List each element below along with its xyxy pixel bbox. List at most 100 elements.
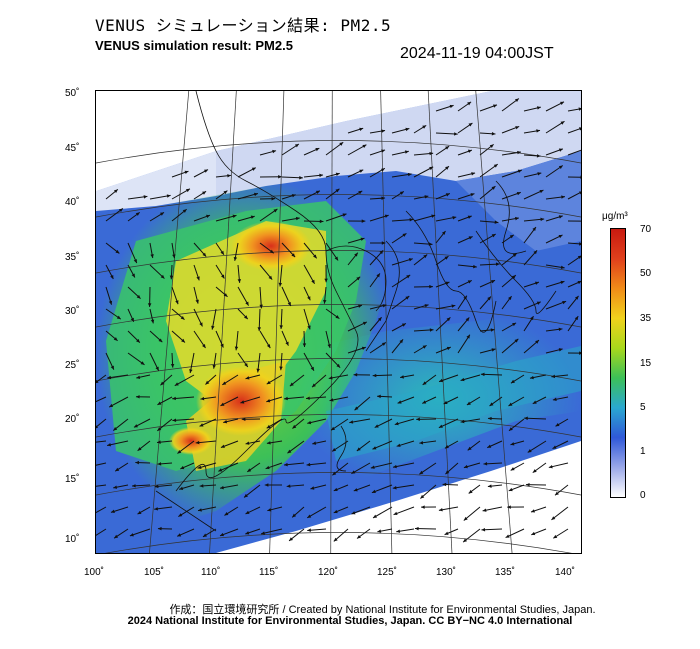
wind-arrow-icon: [96, 462, 107, 466]
wind-arrow-icon: [567, 149, 581, 156]
wind-arrow-icon: [281, 330, 289, 346]
wind-arrow-icon: [369, 273, 381, 288]
wind-arrow-icon: [501, 216, 519, 222]
wind-arrow-icon: [463, 462, 481, 469]
wind-arrow-icon: [347, 219, 366, 223]
wind-arrow-icon: [413, 242, 433, 246]
wind-arrow-icon: [347, 169, 364, 178]
wind-arrow-icon: [545, 264, 565, 270]
wind-arrow-icon: [457, 334, 471, 354]
wind-arrow-icon: [154, 506, 173, 511]
wind-arrow-icon: [302, 330, 307, 348]
wind-arrow-icon: [523, 281, 540, 288]
wind-arrow-icon: [479, 163, 499, 178]
wind-arrow-icon: [107, 440, 129, 447]
wind-arrow-icon: [137, 506, 151, 515]
wind-arrow-icon: [160, 374, 173, 386]
wind-arrow-icon: [483, 462, 503, 466]
wind-arrow-icon: [180, 462, 195, 470]
wind-arrow-icon: [278, 264, 283, 287]
wind-arrow-icon: [113, 528, 129, 539]
lon-tick-label: 115˚: [259, 567, 279, 578]
wind-arrow-icon: [96, 418, 107, 429]
wind-arrow-icon: [256, 352, 261, 373]
wind-arrow-icon: [246, 462, 261, 473]
wind-arrow-icon: [233, 242, 239, 261]
wind-arrow-icon: [552, 528, 569, 539]
wind-arrow-icon: [105, 189, 119, 200]
wind-arrow-icon: [347, 304, 363, 310]
wind-arrow-icon: [328, 374, 349, 380]
wind-arrow-icon: [435, 104, 454, 112]
wind-arrow-icon: [220, 440, 239, 448]
wind-arrow-icon: [443, 396, 459, 405]
wind-arrow-icon: [241, 417, 261, 421]
wind-arrow-icon: [532, 396, 547, 405]
wind-arrow-icon: [354, 396, 371, 411]
wind-arrow-icon: [457, 149, 473, 156]
colorbar-tick-label: 50: [640, 268, 652, 279]
wind-arrow-icon: [279, 352, 283, 371]
wind-arrow-icon: [347, 276, 361, 288]
wind-arrow-icon: [331, 440, 349, 452]
wind-arrow-icon: [545, 165, 564, 178]
wind-arrow-icon: [202, 528, 217, 538]
wind-arrow-icon: [325, 141, 344, 156]
wind-arrow-icon: [552, 396, 569, 401]
wind-arrow-icon: [303, 352, 315, 371]
wind-arrow-icon: [567, 295, 579, 310]
wind-arrow-icon: [457, 295, 468, 310]
wind-arrow-icon: [482, 506, 503, 512]
wind-arrow-icon: [169, 264, 174, 280]
wind-arrow-icon: [369, 214, 389, 222]
wind-arrow-icon: [369, 196, 386, 200]
wind-arrow-icon: [287, 440, 305, 454]
wind-arrow-icon: [523, 339, 540, 354]
wind-arrow-icon: [105, 286, 113, 305]
wind-arrow-icon: [96, 528, 107, 536]
wind-arrow-icon: [193, 169, 209, 178]
wind-arrow-icon: [370, 462, 393, 469]
wind-arrow-icon: [127, 286, 141, 300]
pm25-map: [95, 90, 582, 554]
wind-arrow-icon: [174, 374, 195, 387]
wind-arrow-icon: [501, 322, 517, 332]
wind-arrow-icon: [108, 396, 129, 408]
wind-arrow-icon: [351, 506, 371, 515]
wind-arrow-icon: [501, 150, 522, 156]
wind-arrow-icon: [264, 483, 283, 487]
wind-arrow-icon: [393, 506, 415, 516]
wind-arrow-icon: [396, 440, 415, 447]
wind-arrow-icon: [307, 418, 327, 425]
wind-arrow-icon: [400, 374, 415, 379]
lat-tick-label: 40˚: [65, 197, 80, 208]
wind-arrow-icon: [303, 242, 318, 259]
wind-arrow-icon: [545, 215, 563, 222]
latitude-line: [105, 532, 572, 553]
wind-arrow-icon: [435, 304, 456, 310]
wind-arrow-icon: [127, 264, 136, 278]
wind-arrow-icon: [105, 264, 114, 280]
wind-arrow-icon: [96, 440, 107, 443]
wind-arrow-icon: [325, 188, 340, 200]
wind-arrow-icon: [369, 304, 387, 310]
latitude-line: [96, 304, 581, 328]
wind-arrow-icon: [391, 232, 407, 244]
wind-arrow-icon: [527, 440, 547, 453]
wind-arrow-icon: [391, 191, 405, 200]
wind-arrow-icon: [243, 484, 261, 498]
wind-arrow-icon: [523, 217, 545, 222]
wind-arrow-icon: [113, 484, 129, 489]
wind-arrow-icon: [112, 418, 129, 431]
wind-field: [96, 98, 581, 543]
wind-arrow-icon: [218, 462, 239, 472]
wind-arrow-icon: [105, 352, 115, 370]
wind-arrow-icon: [369, 167, 386, 178]
wind-arrow-icon: [372, 440, 393, 450]
wind-arrow-icon: [325, 308, 340, 320]
wind-arrow-icon: [444, 440, 459, 449]
wind-arrow-icon: [281, 143, 300, 156]
wind-arrow-icon: [394, 418, 415, 426]
wind-arrow-icon: [377, 394, 393, 399]
wind-arrow-icon: [372, 506, 393, 519]
